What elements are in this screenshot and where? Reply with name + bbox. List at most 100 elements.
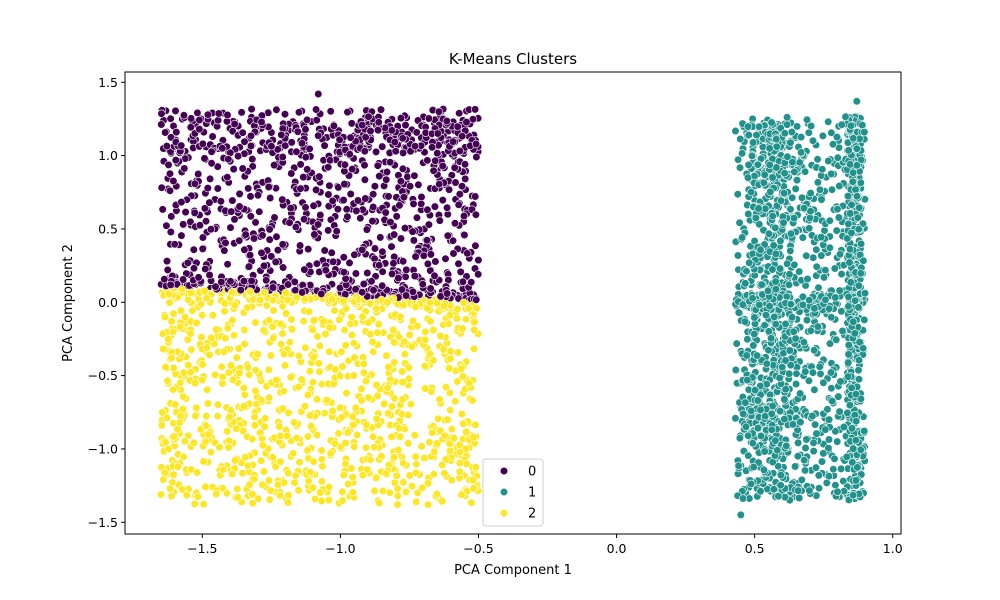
cluster-2-point <box>173 425 182 434</box>
cluster-2-point <box>212 489 221 499</box>
cluster-2-point <box>272 375 281 385</box>
cluster-2-point <box>171 400 180 409</box>
cluster-0-point <box>458 132 467 141</box>
cluster-0-point <box>270 213 279 222</box>
cluster-0-point <box>300 215 309 224</box>
cluster-0-point <box>324 190 333 199</box>
cluster-1-point <box>779 189 789 198</box>
cluster-0-point <box>285 218 294 227</box>
cluster-0-point <box>293 127 302 136</box>
cluster-1-point <box>781 385 790 394</box>
cluster-2-point <box>382 351 391 360</box>
cluster-0-point <box>387 242 396 251</box>
cluster-0-point <box>443 203 452 212</box>
cluster-2-point <box>208 311 217 320</box>
cluster-0-point <box>221 238 230 247</box>
cluster-1-point <box>824 435 834 444</box>
cluster-1-point <box>739 409 748 419</box>
cluster-2-point <box>320 409 329 418</box>
cluster-0-point <box>281 141 290 150</box>
cluster-0-point <box>312 115 321 125</box>
cluster-2-point <box>252 399 261 409</box>
cluster-2-point <box>251 386 260 396</box>
cluster-2-point <box>250 413 259 422</box>
cluster-1-point <box>848 168 858 177</box>
cluster-2-point <box>434 414 443 423</box>
cluster-2-point <box>469 433 478 442</box>
cluster-0-point <box>247 104 256 114</box>
cluster-2-point <box>418 483 427 492</box>
cluster-0-point <box>321 266 330 275</box>
cluster-0-point <box>459 211 469 221</box>
cluster-2-point <box>303 390 313 400</box>
cluster-1-point <box>803 274 812 284</box>
x-tick-label: 0.5 <box>745 541 765 556</box>
cluster-0-point <box>170 240 179 249</box>
cluster-2-point <box>372 414 381 424</box>
cluster-1-point <box>773 446 782 455</box>
cluster-1-point <box>809 438 818 447</box>
cluster-0-point <box>179 111 188 120</box>
cluster-2-point <box>322 395 331 405</box>
cluster-1-point <box>815 185 825 194</box>
cluster-1-point <box>785 369 794 378</box>
cluster-0-point <box>272 232 281 241</box>
cluster-1-point <box>824 444 833 453</box>
cluster-2-point <box>218 465 228 474</box>
cluster-2-point <box>341 459 350 469</box>
cluster-0-point <box>166 227 175 237</box>
cluster-0-point <box>417 192 426 202</box>
cluster-2-point <box>347 330 357 340</box>
cluster-2-point <box>374 320 383 329</box>
cluster-2-point <box>387 402 397 411</box>
cluster-2-point <box>250 475 259 484</box>
cluster-0-point <box>435 216 444 225</box>
cluster-0-point <box>346 133 355 142</box>
cluster-2-point <box>362 377 371 386</box>
cluster-1-point <box>737 149 747 158</box>
cluster-2-point <box>245 287 254 296</box>
cluster-0-point <box>238 128 247 137</box>
cluster-0-point <box>162 257 172 266</box>
cluster-0-point <box>278 240 287 249</box>
cluster-2-point <box>258 480 267 489</box>
cluster-2-point <box>400 337 409 346</box>
cluster-0-point <box>382 175 391 184</box>
cluster-2-point <box>276 319 285 329</box>
cluster-0-point <box>386 158 395 167</box>
cluster-1-point <box>847 424 857 433</box>
cluster-2-point <box>173 462 183 471</box>
cluster-2-point <box>276 457 285 466</box>
cluster-2-point <box>269 333 278 343</box>
cluster-0-point <box>207 159 216 168</box>
cluster-1-point <box>788 193 797 202</box>
cluster-2-point <box>410 431 419 440</box>
cluster-1-point <box>844 358 853 367</box>
cluster-2-point <box>325 482 334 492</box>
cluster-0-point <box>408 227 417 236</box>
cluster-0-point <box>177 141 186 150</box>
cluster-2-point <box>471 463 480 472</box>
cluster-2-point <box>446 446 455 455</box>
cluster-0-point <box>443 231 452 240</box>
cluster-0-point <box>324 163 333 172</box>
cluster-2-point <box>253 350 262 359</box>
cluster-1-point <box>756 431 766 441</box>
cluster-0-point <box>402 291 411 300</box>
cluster-0-point <box>195 221 204 230</box>
cluster-2-point <box>213 400 222 409</box>
cluster-2-point <box>269 306 278 315</box>
cluster-2-point <box>349 420 358 430</box>
cluster-1-point <box>854 281 863 290</box>
cluster-0-point <box>352 206 361 215</box>
cluster-0-point <box>240 245 249 254</box>
cluster-1-point <box>851 390 861 399</box>
cluster-0-point <box>373 126 383 135</box>
cluster-0-point <box>394 274 403 283</box>
cluster-1-point <box>832 335 841 344</box>
cluster-2-point <box>243 461 252 470</box>
cluster-1-point <box>821 295 830 305</box>
cluster-0-point <box>450 219 460 228</box>
cluster-2-point <box>421 335 430 345</box>
